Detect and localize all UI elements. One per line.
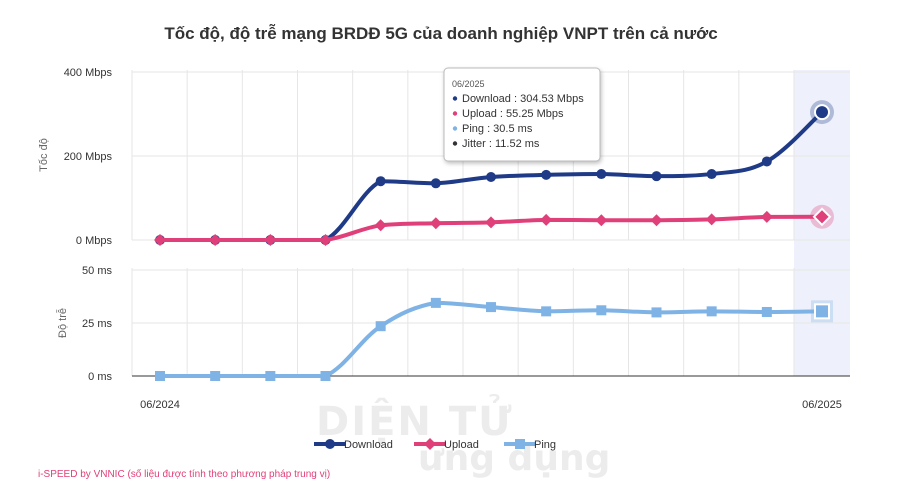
speed-ylabel: Tốc độ	[38, 138, 50, 172]
tooltip: 06/2025 Download : 304.53 Mbps Upload : 5…	[443, 67, 601, 162]
download-point-highlight	[814, 104, 830, 121]
speed-ytick-0: 0 Mbps	[76, 235, 113, 247]
tooltip-box	[443, 67, 601, 162]
download-point	[541, 169, 552, 180]
upload-point	[154, 234, 166, 246]
upload-point-highlight	[812, 207, 832, 227]
download-point	[651, 171, 662, 182]
latency-ytick-25: 25 ms	[82, 318, 112, 330]
latency-ylabel: Độ trễ	[56, 308, 69, 338]
upload-point	[650, 214, 663, 227]
tooltip-header: 06/2025	[452, 79, 485, 89]
ping-point	[541, 306, 552, 317]
download-point	[375, 176, 386, 187]
ping-point	[651, 307, 662, 318]
legend-item-ping[interactable]: Ping	[504, 439, 556, 451]
legend-marker	[424, 438, 436, 450]
ping-point	[155, 371, 165, 381]
tooltip-row: Upload : 55.25 Mbps	[462, 108, 564, 120]
download-point	[596, 169, 607, 180]
upload-point	[429, 217, 442, 230]
upload-point	[374, 219, 387, 232]
legend: Download Upload Ping	[314, 438, 556, 451]
download-point	[706, 169, 717, 180]
upload-point	[540, 213, 553, 226]
upload-point	[209, 234, 222, 246]
speed-ytick-200: 200 Mbps	[64, 151, 113, 163]
download-point	[430, 178, 441, 189]
legend-marker	[325, 439, 335, 449]
ping-point	[210, 371, 221, 381]
upload-point	[485, 216, 497, 229]
ping-point-highlight	[814, 303, 830, 320]
ping-point	[430, 297, 441, 308]
download-point	[761, 156, 772, 167]
legend-marker	[515, 439, 525, 449]
tooltip-bullet	[452, 96, 458, 101]
x-label-first: 06/2024	[140, 399, 180, 411]
tooltip-bullet	[452, 141, 458, 146]
ping-point	[596, 305, 607, 316]
latency-ytick-50: 50 ms	[82, 265, 112, 277]
ping-line	[158, 300, 824, 378]
tooltip-row: Ping : 30.5 ms	[462, 123, 533, 135]
legend-label: Download	[344, 439, 393, 451]
tooltip-bullet	[452, 126, 458, 131]
series-upload	[154, 204, 834, 246]
upload-point	[264, 234, 277, 246]
source-footnote: i-SPEED by VNNIC (số liệu được tính theo…	[38, 468, 330, 480]
ping-point	[761, 306, 772, 317]
series-ping	[155, 297, 833, 381]
ping-point	[706, 306, 717, 317]
ping-point	[265, 371, 276, 381]
ping-point	[486, 302, 496, 313]
download-point	[486, 172, 496, 182]
watermark: DIỆN TỬ ứng dụng	[316, 392, 610, 479]
chart-title: Tốc độ, độ trễ mạng BRDĐ 5G của doanh ng…	[164, 24, 717, 43]
upload-point	[760, 210, 773, 223]
tooltip-row: Download : 304.53 Mbps	[462, 93, 584, 105]
x-label-last: 06/2025	[802, 399, 842, 411]
legend-item-upload[interactable]: Upload	[414, 438, 479, 451]
latency-ytick-0: 0 ms	[88, 371, 112, 383]
tooltip-bullet	[452, 111, 458, 116]
speed-ytick-400: 400 Mbps	[64, 67, 113, 79]
legend-label: Upload	[444, 439, 479, 451]
upload-point	[319, 234, 332, 246]
ping-point	[320, 371, 331, 381]
grid	[131, 70, 850, 377]
upload-point	[595, 214, 608, 227]
legend-item-download[interactable]: Download	[314, 439, 393, 451]
upload-point	[705, 213, 718, 226]
legend-label: Ping	[534, 439, 556, 451]
tooltip-row: Jitter : 11.52 ms	[462, 138, 540, 150]
watermark-line1: DIỆN TỬ	[316, 392, 514, 445]
ping-point	[375, 321, 386, 332]
series-layer	[154, 100, 834, 381]
